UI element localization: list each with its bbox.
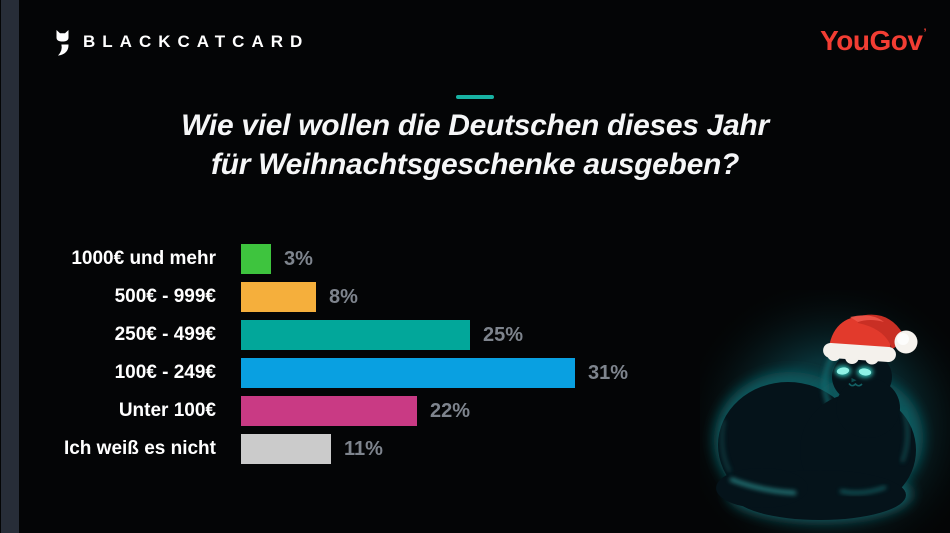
chart-row: 500€ - 999€ 8% (40, 282, 628, 312)
category-label: 1000€ und mehr (71, 248, 216, 269)
bar (241, 434, 331, 464)
bar (241, 396, 417, 426)
chart-row: 100€ - 249€ 31% (40, 358, 628, 388)
chart-row: 250€ - 499€ 25% (40, 320, 628, 350)
chart-row: 1000€ und mehr 3% (40, 244, 628, 274)
bar (241, 358, 575, 388)
category-label: 100€ - 249€ (114, 362, 216, 383)
title-accent-dash (456, 95, 494, 99)
left-edge-strip (1, 0, 19, 533)
chart-row: Unter 100€ 22% (40, 396, 628, 426)
chart-row: Ich weiß es nicht 11% (40, 434, 628, 464)
bar (241, 282, 316, 312)
chart-title: Wie viel wollen die Deutschen dieses Jah… (0, 106, 950, 184)
yougov-logo: YouGov’ (820, 25, 926, 57)
title-line-1: Wie viel wollen die Deutschen dieses Jah… (181, 109, 769, 142)
category-label: 250€ - 499€ (114, 324, 216, 345)
bar-chart: 1000€ und mehr 3% 500€ - 999€ 8% 250€ - … (40, 244, 628, 472)
bar (241, 244, 271, 274)
value-label: 25% (483, 323, 524, 346)
value-label: 22% (430, 399, 471, 422)
yougov-wordmark: YouGov (820, 25, 923, 56)
value-label: 31% (588, 361, 629, 384)
category-label: 500€ - 999€ (114, 286, 216, 307)
cat-left-eye (836, 367, 850, 375)
blackcatcard-logo: BLACKCATCARD (55, 28, 309, 56)
value-label: 11% (344, 437, 383, 460)
value-label: 3% (284, 247, 313, 270)
cat-head-icon (56, 30, 69, 56)
title-line-2: für Weihnachtsgeschenke ausgeben? (210, 148, 740, 181)
cat-mouth (848, 382, 863, 387)
black-cat-santa-illustration (700, 290, 950, 533)
cat-right-eye (858, 368, 872, 376)
bar (241, 320, 470, 350)
value-label: 8% (329, 285, 358, 308)
santa-hat-icon (823, 314, 918, 365)
cat-nose (851, 378, 857, 383)
category-label: Ich weiß es nicht (63, 438, 216, 459)
brand-name: BLACKCATCARD (83, 32, 310, 51)
category-label: Unter 100€ (118, 400, 216, 421)
trademark-mark: ’ (923, 27, 926, 39)
